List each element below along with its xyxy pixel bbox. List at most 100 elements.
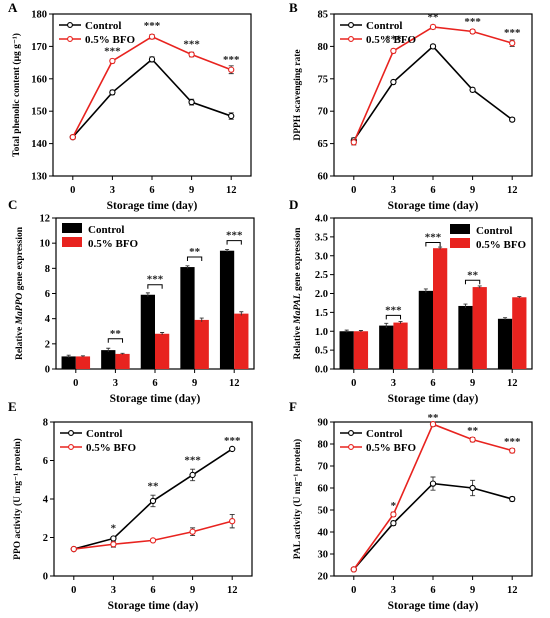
series-line-control: [72, 58, 232, 138]
x-tick-label: 9: [470, 378, 475, 389]
data-point: [70, 545, 77, 553]
y-tick-label: 50: [318, 506, 329, 517]
legend-marker: [348, 36, 354, 42]
y-axis-label: DPPH scavenging rate: [293, 49, 303, 140]
legend-label: 0.5% BFO: [86, 442, 137, 454]
legend-label: 0.5% BFO: [85, 34, 136, 46]
bar-control: [418, 290, 433, 369]
y-axis-label-part: Relative: [15, 324, 25, 360]
y-tick-label: 3.0: [315, 251, 328, 262]
significance-label: **: [428, 11, 440, 23]
legend-marker: [348, 22, 354, 28]
panel-label: F: [289, 399, 297, 414]
error-bar: [225, 249, 230, 252]
panel-f: F 20 30 40 50 60 70 80 90 0 3 6 9 12 Storage time (day…: [289, 399, 533, 612]
significance-label: ***: [504, 27, 521, 39]
data-point: [149, 537, 157, 544]
y-tick-label: 1.0: [315, 327, 328, 338]
significance-bracket: [425, 242, 441, 247]
y-tick-label: 6: [43, 456, 48, 467]
data-point: [189, 528, 196, 535]
bar-control: [339, 331, 354, 369]
error-bar: [384, 322, 389, 328]
x-tick-label: 6: [152, 378, 157, 389]
significance-bracket: [226, 240, 242, 245]
x-tick-label: 3: [391, 185, 396, 196]
significance-label: ***: [104, 46, 121, 58]
significance-label: ***: [385, 304, 402, 316]
y-tick-label: 160: [31, 74, 47, 85]
bar-control: [140, 294, 155, 369]
bar-bfo: [433, 248, 448, 369]
y-axis-label-part: gene expression: [293, 227, 303, 294]
y-tick-label: 60: [318, 484, 329, 495]
x-tick-label: 3: [391, 585, 396, 596]
x-axis-label: Storage time (day): [388, 200, 479, 212]
x-tick-label: 12: [227, 585, 238, 596]
legend-marker: [348, 444, 354, 450]
data-point: [509, 40, 516, 47]
error-bar: [438, 246, 443, 250]
y-tick-label: 0: [45, 365, 50, 376]
data-point: [148, 56, 156, 63]
bar-bfo: [115, 353, 130, 369]
legend-label: Control: [366, 428, 402, 440]
significance-label: ***: [224, 435, 241, 447]
data-point: [429, 421, 437, 428]
data-point: [149, 497, 157, 505]
y-tick-label: 75: [318, 74, 329, 85]
legend-marker: [348, 430, 354, 436]
y-tick-label: 0: [43, 572, 48, 583]
bar-bfo: [472, 287, 487, 369]
significance-label: **: [467, 425, 479, 437]
error-bar: [423, 288, 428, 293]
data-point: [390, 78, 397, 86]
significance-label: ***: [183, 39, 200, 51]
y-axis-label: Relative MaPPO gene expression: [15, 226, 25, 360]
data-point: [109, 57, 116, 65]
panel-label: E: [8, 399, 17, 414]
y-tick-label: 2.0: [315, 289, 328, 300]
significance-bracket: [147, 284, 163, 289]
data-point: [390, 520, 397, 527]
bar-bfo: [75, 356, 91, 369]
x-tick-label: 3: [391, 378, 396, 389]
y-tick-label: 180: [31, 10, 47, 21]
data-point: [229, 517, 236, 525]
data-point: [429, 43, 437, 50]
data-point: [509, 495, 516, 503]
y-axis-label: PPO activity (U mg⁻¹ protein): [12, 438, 23, 560]
legend-label: Control: [366, 20, 402, 32]
significance-label: ***: [425, 232, 442, 244]
bar-bfo: [393, 322, 408, 369]
significance-bracket: [107, 338, 124, 343]
x-tick-label: 9: [192, 378, 197, 389]
x-axis-label: Storage time (day): [108, 600, 199, 612]
significance-bracket: [464, 279, 481, 285]
x-axis-label: Storage time (day): [107, 200, 198, 212]
panel-a: A 130 140 150 160 170 180 0 3 6 9 12 Storage time (d…: [8, 0, 252, 212]
x-tick-label: 12: [507, 585, 518, 596]
y-axis-label-part: MaPAL: [293, 293, 303, 325]
y-tick-label: 3.5: [315, 232, 328, 243]
significance-label: ***: [464, 16, 481, 28]
y-tick-label: 70: [318, 107, 329, 118]
panel-e: E 0 2 4 6 8 0 3 6 9 12 Storage time (day) PPO activi…: [8, 399, 253, 612]
legend-swatch: [62, 237, 82, 247]
y-tick-label: 2.5: [315, 270, 328, 281]
y-tick-label: 140: [31, 139, 47, 150]
y-tick-label: 6: [45, 289, 50, 300]
legend: Control 0.5% BFO: [450, 224, 527, 251]
error-bar: [160, 332, 165, 336]
y-tick-label: 40: [318, 528, 329, 539]
error-bar: [106, 347, 111, 353]
significance-bracket: [385, 314, 402, 320]
error-bar: [398, 320, 403, 324]
x-tick-label: 9: [470, 185, 475, 196]
y-axis-label: PAL activity (U mg⁻¹ protein): [292, 439, 303, 559]
legend-marker: [68, 444, 74, 450]
panel-label: B: [289, 0, 298, 15]
legend-label: Control: [476, 225, 512, 237]
bar-bfo: [512, 297, 527, 369]
significance-label: ***: [144, 20, 161, 32]
